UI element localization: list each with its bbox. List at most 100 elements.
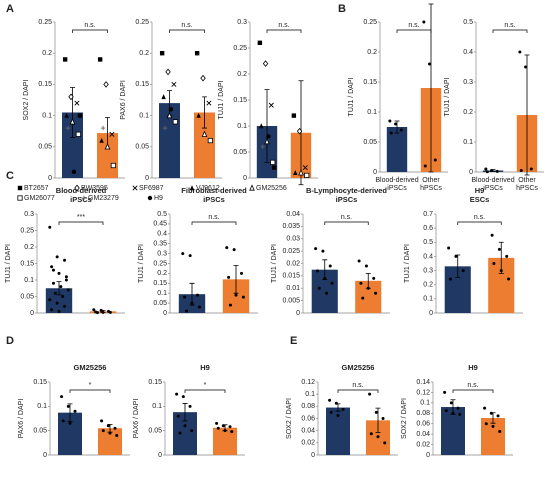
- significance-bracket: [72, 29, 108, 33]
- significance-label: n.s.: [352, 382, 363, 389]
- data-point: [314, 247, 318, 251]
- y-tick-label: 0.25: [363, 19, 377, 26]
- data-point: [296, 127, 303, 135]
- data-point: [103, 81, 109, 88]
- significance-bracket: [337, 389, 379, 393]
- y-tick-label: 0.15: [153, 280, 167, 287]
- data-point: [178, 431, 182, 435]
- y-tick-label: 0: [426, 452, 430, 459]
- data-point: [201, 130, 208, 137]
- y-tick-label: 0.035: [282, 223, 300, 230]
- error-bar: [56, 281, 62, 296]
- data-point: [490, 233, 494, 237]
- data-point: [383, 441, 387, 445]
- data-point: [104, 143, 111, 150]
- y-axis-label: PAX6 / DAPI: [120, 80, 127, 120]
- y-tick-label: 0.4: [157, 231, 167, 238]
- data-point: [524, 65, 528, 69]
- x-tick-label: Other hPSCs: [516, 177, 538, 192]
- data-point: [374, 291, 378, 295]
- panel-label: C: [6, 170, 14, 182]
- y-axis-label: TUJ1 / DAPI: [348, 78, 355, 117]
- y-tick-label: 0.025: [282, 248, 300, 255]
- significance-bracket: [69, 389, 111, 393]
- data-point: [181, 252, 185, 256]
- data-point: [498, 430, 502, 434]
- error-bar: [524, 54, 530, 176]
- data-point: [529, 167, 533, 171]
- y-tick-label: 0.15: [20, 260, 34, 267]
- data-point: [270, 159, 276, 165]
- data-point: [357, 259, 361, 263]
- y-axis-label: SOX2 / DAPI: [401, 398, 408, 439]
- y-tick-label: 0.2: [237, 71, 247, 78]
- data-point: [66, 404, 70, 408]
- significance-bracket: [492, 29, 528, 33]
- legend-label: BW3595: [81, 185, 108, 192]
- data-point: [161, 94, 166, 100]
- y-tick-label: 0.15: [148, 379, 162, 386]
- data-point: [394, 122, 398, 126]
- data-point: [483, 406, 487, 410]
- y-tick-label: 0.05: [135, 144, 149, 151]
- data-point: [389, 131, 393, 135]
- data-point: [458, 412, 462, 416]
- y-tick-label: 0.15: [135, 81, 149, 88]
- data-point: [196, 293, 200, 297]
- data-point: [321, 249, 325, 253]
- significance-label: n.s.: [504, 22, 515, 29]
- error-bar: [394, 120, 400, 134]
- y-tick-label: 0: [48, 175, 52, 182]
- significance-bracket: [396, 29, 432, 33]
- chart-title: Blood-derived: [56, 186, 107, 195]
- significance-label: n.s.: [84, 22, 95, 29]
- significance-label: *: [204, 382, 207, 389]
- y-tick-label: 0: [158, 452, 162, 459]
- data-point: [304, 172, 310, 178]
- legend-label: BT2657: [24, 185, 49, 192]
- legend-symbol: [147, 195, 153, 201]
- error-bar: [67, 403, 73, 422]
- data-point: [225, 246, 229, 250]
- significance-label: n.s.: [181, 22, 192, 29]
- data-point: [63, 258, 67, 262]
- data-point: [359, 281, 363, 285]
- y-tick-label: 0.02: [301, 440, 315, 447]
- y-tick-label: 0.04: [416, 431, 430, 438]
- data-point: [259, 123, 264, 129]
- y-tick-label: 0.2: [139, 50, 149, 57]
- legend-symbol: [249, 184, 255, 191]
- data-point: [374, 410, 378, 414]
- y-tick-label: 0.05: [38, 144, 52, 151]
- chart-title: ESCs: [470, 195, 490, 204]
- data-point: [228, 425, 232, 429]
- chart-title: H9: [200, 363, 210, 372]
- chart-title: iPSCs: [70, 195, 92, 204]
- data-point: [317, 286, 321, 290]
- legend-label: H9: [154, 195, 163, 202]
- data-point: [518, 50, 522, 54]
- y-tick-label: 0.1: [157, 290, 167, 297]
- data-point: [484, 422, 488, 426]
- data-point: [57, 309, 61, 313]
- data-point: [262, 60, 269, 67]
- y-tick-label: 0.45: [153, 221, 167, 228]
- data-point: [183, 295, 187, 299]
- y-axis-label: PAX6 / DAPI: [133, 399, 140, 439]
- data-point: [492, 262, 496, 265]
- y-tick-label: 0.3: [157, 250, 167, 257]
- data-point: [92, 308, 96, 312]
- chart-title: iPSCs: [203, 195, 225, 204]
- y-tick-label: 0.25: [233, 45, 247, 52]
- y-tick-label: 0.3: [423, 267, 433, 274]
- data-point: [51, 281, 55, 285]
- data-point: [62, 57, 68, 62]
- data-point: [507, 277, 511, 281]
- data-point: [175, 392, 179, 396]
- y-tick-label: 0.05: [33, 428, 47, 435]
- chart-title: GM25256: [74, 363, 107, 372]
- data-point: [298, 169, 304, 176]
- legend-symbol: [132, 185, 138, 191]
- data-point: [366, 286, 370, 290]
